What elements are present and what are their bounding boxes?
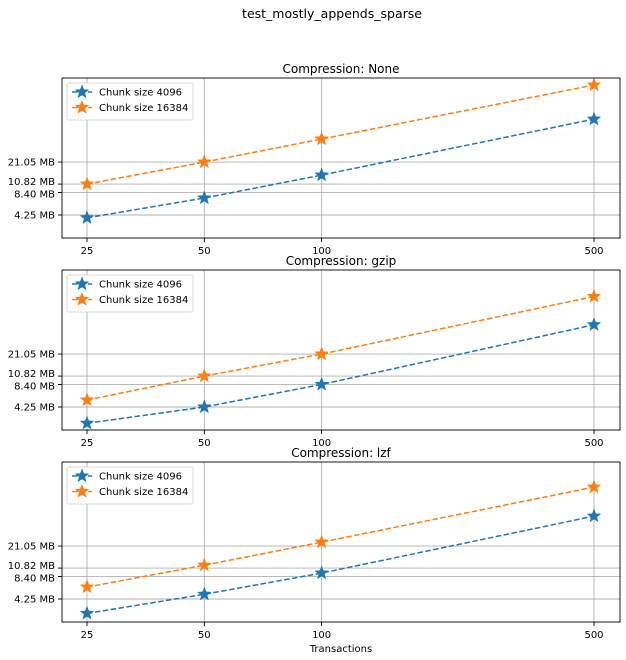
legend-box [66, 466, 194, 505]
star-marker-icon [314, 131, 329, 146]
subplot-compression-none: Compression: None 25 50 100 500 4.25 MB 8.40 M… [8, 62, 621, 257]
legend-box [66, 274, 194, 313]
series-line [86, 324, 595, 425]
x-tick-label: 50 [198, 246, 211, 257]
x-axis-label: Transactions [309, 644, 372, 655]
legend: Chunk size 4096 Chunk size 16384 [66, 466, 194, 505]
star-marker-icon [314, 346, 329, 361]
figure-suptitle: test_mostly_appends_sparse [242, 6, 422, 21]
star-marker-icon [79, 176, 95, 191]
x-tick-label: 25 [81, 246, 94, 257]
star-marker-icon [314, 565, 329, 580]
series-line [86, 295, 595, 401]
y-tick-label: 21.05 MB [8, 350, 55, 361]
subplot-title: Compression: lzf [291, 446, 391, 460]
legend-label: Chunk size 16384 [99, 295, 188, 306]
legend-label: Chunk size 4096 [99, 88, 182, 99]
subplot-compression-lzf: Compression: lzf 25 50 100 500 4.25 MB 8.40 MB… [8, 446, 621, 641]
legend-box [66, 82, 194, 121]
star-marker-icon [196, 190, 212, 205]
legend: Chunk size 4096 Chunk size 16384 [66, 274, 194, 313]
star-marker-icon [196, 586, 212, 601]
subplot-title: Compression: gzip [286, 254, 397, 268]
star-marker-icon [314, 376, 329, 391]
legend-label: Chunk size 4096 [99, 472, 182, 483]
star-marker-icon [79, 210, 95, 225]
legend-label: Chunk size 4096 [99, 280, 182, 291]
y-tick-label: 10.82 MB [8, 177, 55, 188]
y-tick-label: 21.05 MB [8, 542, 55, 553]
series-line [86, 515, 595, 615]
x-tick-label: 500 [584, 630, 603, 641]
star-marker-icon [79, 392, 95, 407]
x-tick-label: 50 [198, 438, 211, 449]
legend-star-icon [74, 276, 90, 291]
axes-frame [61, 269, 621, 431]
star-marker-icon [79, 605, 95, 620]
star-marker-icon [586, 317, 602, 332]
legend-star-icon [74, 291, 90, 306]
x-tick-label: 500 [584, 246, 603, 257]
legend: Chunk size 4096 Chunk size 16384 [66, 82, 194, 121]
y-tick-label: 8.40 MB [14, 573, 55, 584]
star-marker-icon [586, 288, 602, 303]
star-marker-icon [314, 534, 329, 549]
x-tick-label: 25 [81, 438, 94, 449]
star-marker-icon [79, 579, 95, 594]
subplot-compression-gzip: Compression: gzip 25 50 100 500 4.25 MB 8.40 M… [8, 254, 621, 449]
axes-frame [61, 461, 621, 623]
y-tick-label: 8.40 MB [14, 381, 55, 392]
y-tick-label: 4.25 MB [14, 211, 55, 222]
star-marker-icon [314, 167, 329, 182]
y-tick-label: 8.40 MB [14, 189, 55, 200]
star-marker-icon [196, 368, 212, 383]
y-tick-label: 4.25 MB [14, 403, 55, 414]
star-marker-icon [196, 399, 212, 414]
axes-frame [61, 77, 621, 239]
star-marker-icon [196, 557, 212, 572]
x-tick-label: 50 [198, 630, 211, 641]
subplot-title: Compression: None [282, 62, 399, 76]
star-marker-icon [586, 479, 602, 494]
x-tick-label: 25 [81, 630, 94, 641]
x-tick-label: 100 [312, 438, 331, 449]
legend-label: Chunk size 16384 [99, 487, 188, 498]
x-tick-label: 100 [312, 630, 331, 641]
series-line [86, 118, 595, 219]
y-tick-label: 10.82 MB [8, 561, 55, 572]
star-marker-icon [79, 415, 95, 430]
series-line [86, 486, 595, 588]
legend-star-icon [74, 99, 90, 114]
x-tick-label: 500 [584, 438, 603, 449]
series-line [86, 84, 595, 185]
y-tick-label: 10.82 MB [8, 369, 55, 380]
legend-star-icon [74, 483, 90, 498]
legend-star-icon [74, 468, 90, 483]
star-marker-icon [586, 77, 602, 92]
y-tick-label: 21.05 MB [8, 158, 55, 169]
legend-star-icon [74, 84, 90, 99]
star-marker-icon [586, 508, 602, 523]
star-marker-icon [196, 154, 212, 169]
x-tick-label: 100 [312, 246, 331, 257]
y-tick-label: 4.25 MB [14, 595, 55, 606]
legend-label: Chunk size 16384 [99, 103, 188, 114]
star-marker-icon [586, 111, 602, 126]
